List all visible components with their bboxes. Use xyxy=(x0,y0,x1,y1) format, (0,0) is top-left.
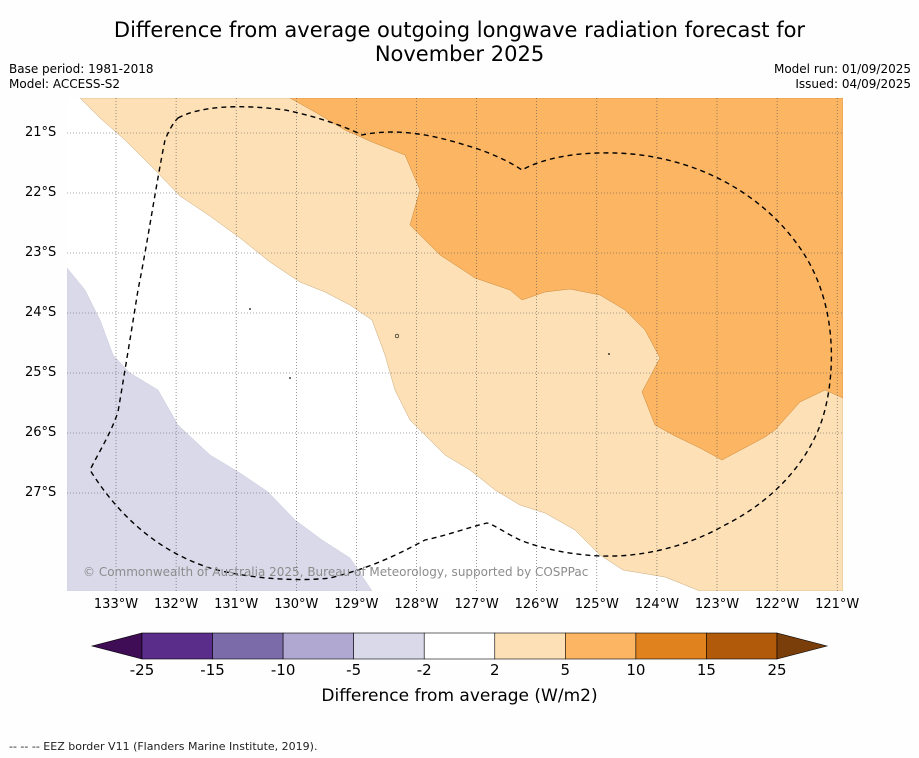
latitude-label: 24°S xyxy=(25,305,57,320)
base-period: Base period: 1981-2018 xyxy=(9,62,154,76)
eez-footnote: -- -- -- EEZ border V11 (Flanders Marine… xyxy=(9,740,318,753)
colorbar-segment xyxy=(494,632,566,660)
colorbar-segment xyxy=(635,632,707,660)
speck-1 xyxy=(249,308,251,310)
longitude-label: 123°W xyxy=(694,597,740,612)
longitude-label: 121°W xyxy=(815,597,860,612)
colorbar-tick-label: -10 xyxy=(270,661,296,679)
latitude-label: 21°S xyxy=(25,125,57,140)
copyright-credit: © Commonwealth of Australia 2025, Bureau… xyxy=(83,565,589,579)
colorbar-tick-label: 5 xyxy=(560,661,571,679)
colorbar-segment xyxy=(282,632,354,660)
colorbar-segment xyxy=(212,632,284,660)
longitude-label: 129°W xyxy=(334,597,379,612)
longitude-label: 124°W xyxy=(634,597,679,612)
speck-4 xyxy=(608,353,610,355)
meta-left: Base period: 1981-2018 Model: ACCESS-S2 xyxy=(9,62,154,92)
longitude-label: 130°W xyxy=(274,597,319,612)
colorbar-segment xyxy=(423,632,496,660)
latitude-label: 25°S xyxy=(25,365,57,380)
longitude-label: 125°W xyxy=(574,597,619,612)
model-name: Model: ACCESS-S2 xyxy=(9,77,121,91)
map-plot-area xyxy=(67,98,843,591)
colorbar-tick-label: -5 xyxy=(346,661,362,679)
longitude-label: 127°W xyxy=(454,597,499,612)
colorbar-tick-label: 2 xyxy=(489,661,500,679)
map-gridlines xyxy=(67,98,843,591)
latitude-label: 26°S xyxy=(25,425,57,440)
longitude-label: 128°W xyxy=(394,597,439,612)
colorbar-max-arrow xyxy=(776,632,829,660)
colorbar-min-arrow xyxy=(90,632,143,660)
model-run: Model run: 01/09/2025 xyxy=(773,62,911,76)
speck-2 xyxy=(289,377,291,379)
latitude-label: 22°S xyxy=(25,185,57,200)
colorbar-tick-label: 15 xyxy=(696,661,716,679)
map-title: Difference from average outgoing longwav… xyxy=(0,18,919,66)
colorbar-tick-label: -15 xyxy=(200,661,225,679)
colorbar-tick-label: -25 xyxy=(129,661,155,679)
title-line-1: Difference from average outgoing longwav… xyxy=(113,18,806,42)
colorbar-title: Difference from average (W/m2) xyxy=(321,686,598,706)
speck-3 xyxy=(394,333,400,339)
colorbar-segment xyxy=(141,632,213,660)
longitude-label: 132°W xyxy=(154,597,199,612)
colorbar-tick-label: 10 xyxy=(626,661,646,679)
colorbar xyxy=(90,632,829,660)
eez-border xyxy=(89,106,833,581)
colorbar-tick-label: 25 xyxy=(767,661,787,679)
longitude-label: 131°W xyxy=(214,597,259,612)
title-line-2: November 2025 xyxy=(374,42,545,66)
colorbar-tick-label: -2 xyxy=(416,661,432,679)
colorbar-segment xyxy=(565,632,637,660)
region-orange xyxy=(289,98,843,461)
longitude-label: 133°W xyxy=(93,597,139,612)
meta-right: Model run: 01/09/2025 Issued: 04/09/2025 xyxy=(774,62,911,92)
longitude-label: 126°W xyxy=(514,597,559,612)
latitude-label: 27°S xyxy=(25,485,57,500)
region-lavender xyxy=(67,267,373,591)
colorbar-segment xyxy=(706,632,778,660)
issued-date: Issued: 04/09/2025 xyxy=(795,77,911,91)
longitude-label: 122°W xyxy=(755,597,800,612)
latitude-label: 23°S xyxy=(25,245,57,260)
colorbar-segment xyxy=(353,632,425,660)
